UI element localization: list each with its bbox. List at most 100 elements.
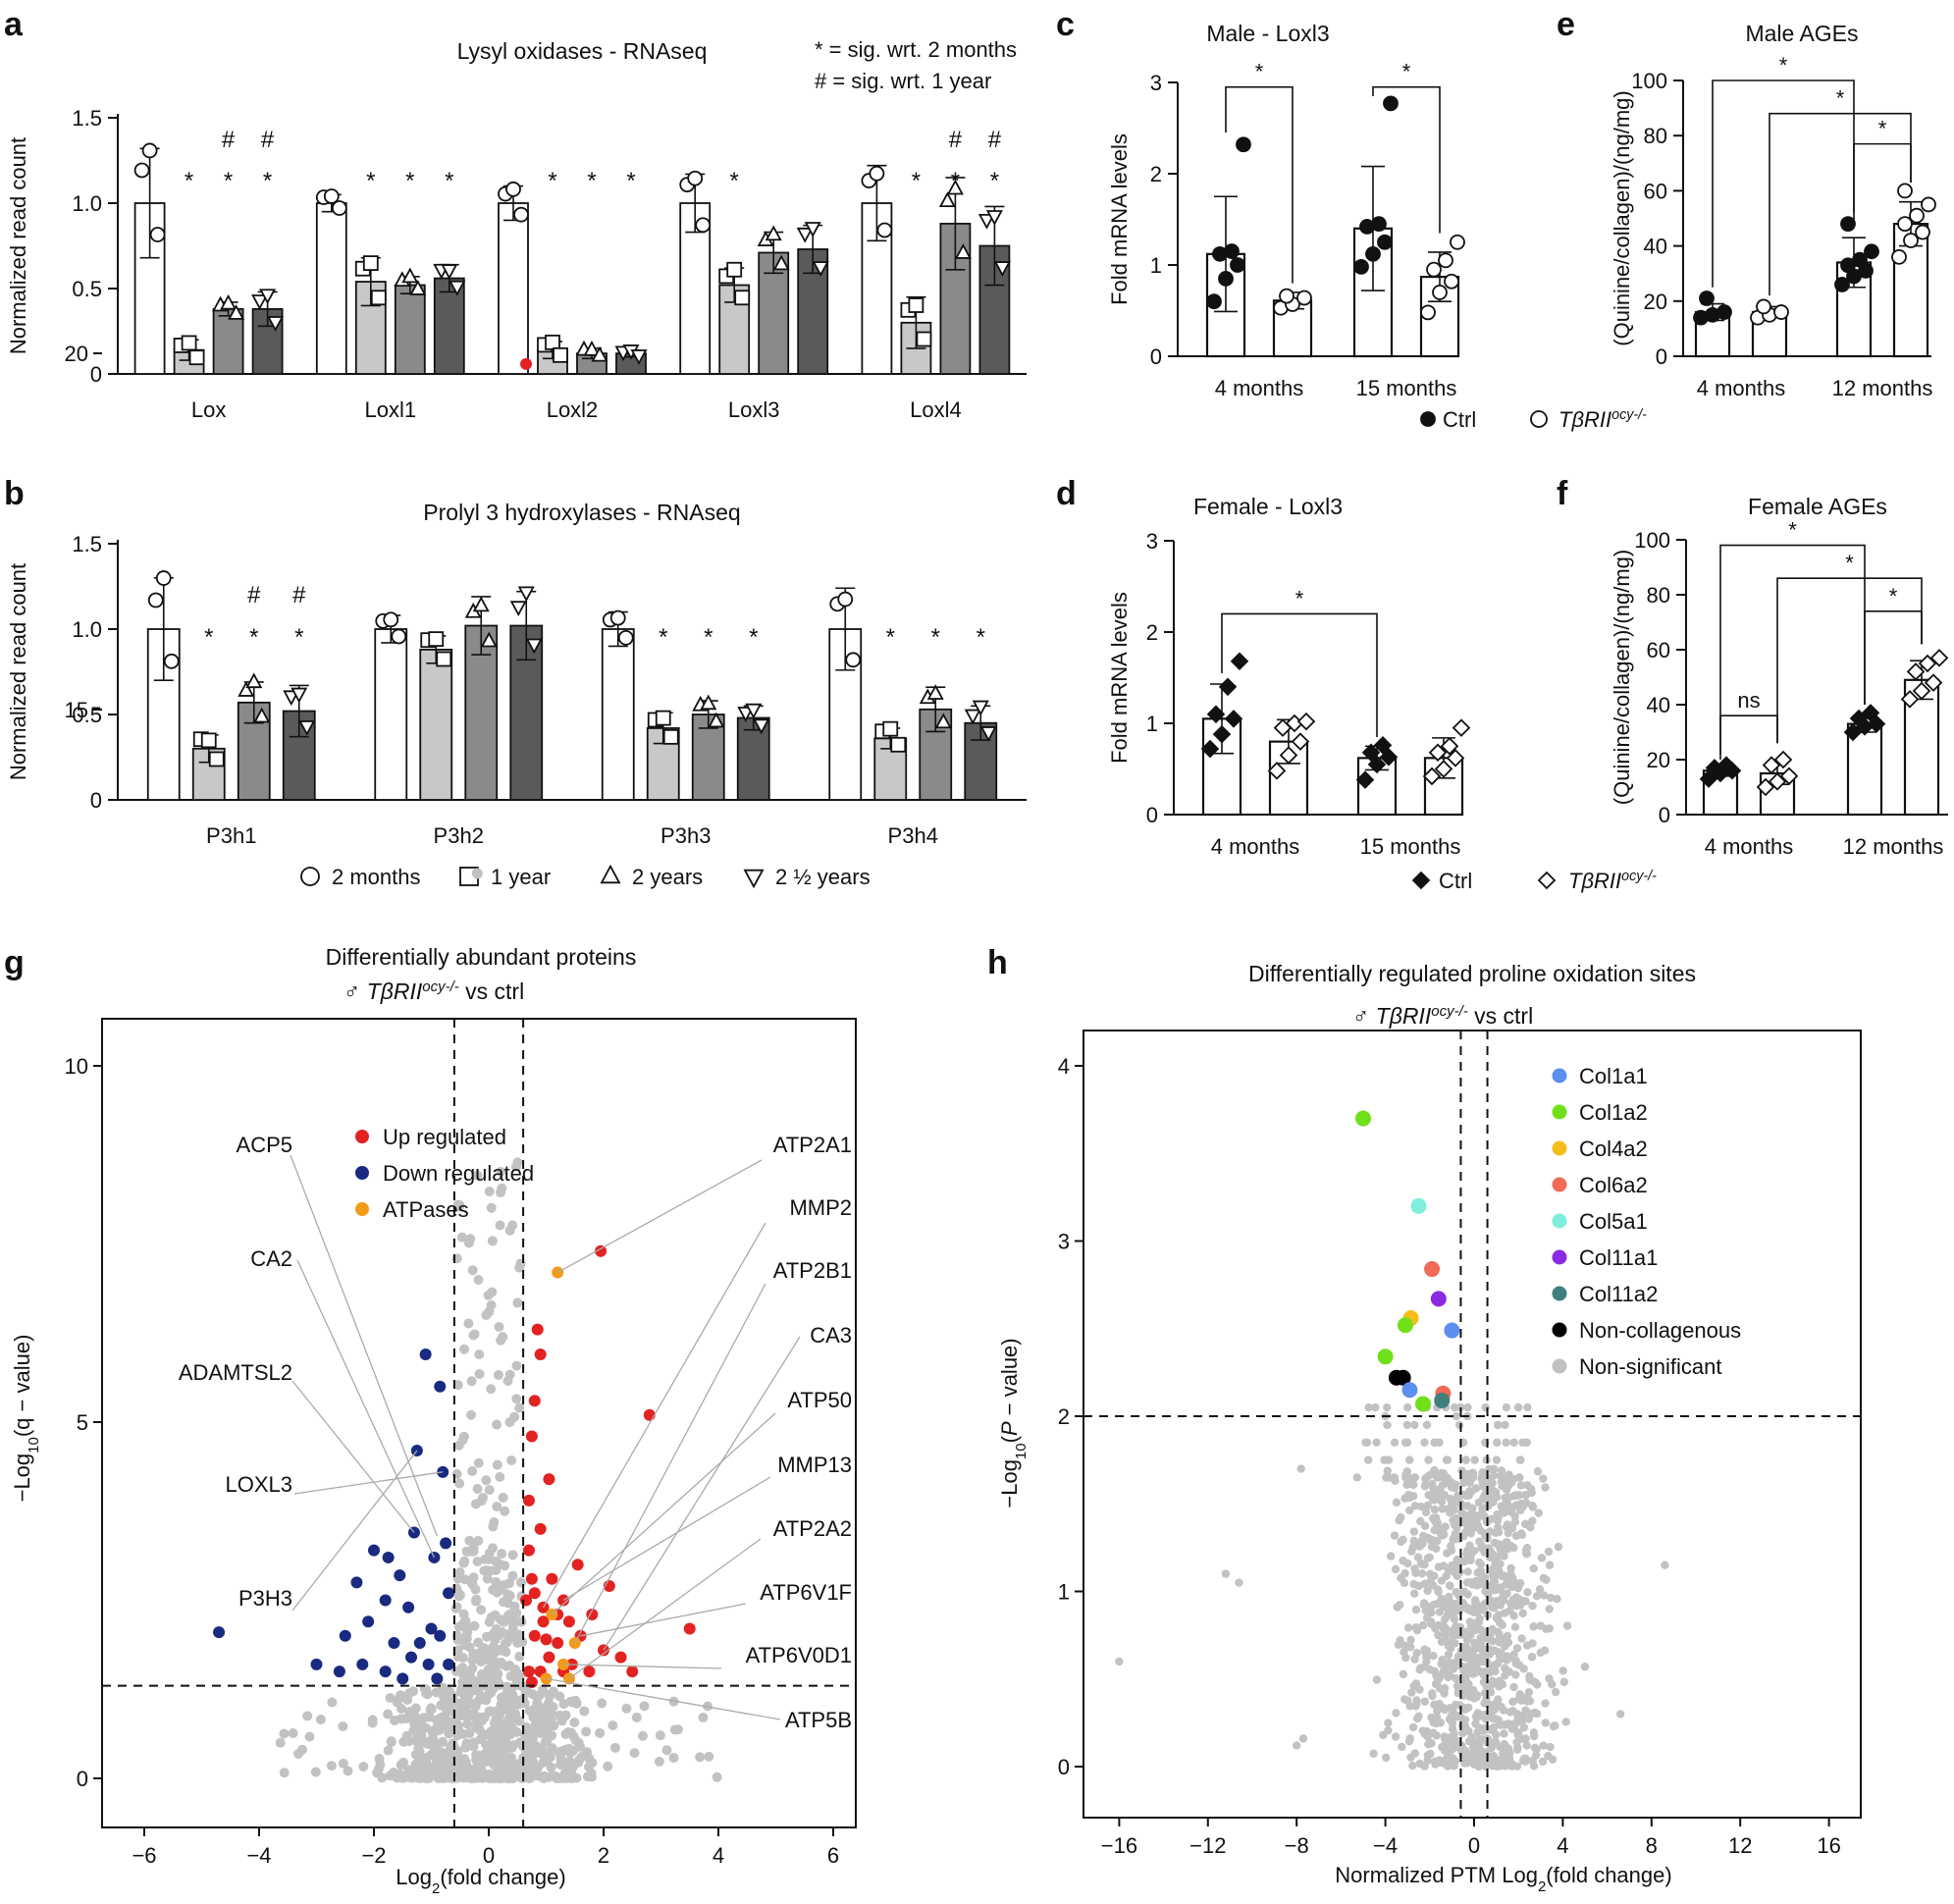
gray-point: [453, 1621, 464, 1632]
gray-point: [484, 1706, 495, 1717]
gray-point: [1492, 1455, 1502, 1464]
gray-point: [1487, 1743, 1497, 1753]
gray-point: [514, 1651, 525, 1662]
gray-point: [1488, 1496, 1498, 1506]
gray-point: [1505, 1470, 1513, 1479]
data-point: [181, 335, 197, 351]
leader-line: [563, 1664, 722, 1669]
gene-label: ATP2A1: [773, 1133, 852, 1157]
data-point: [954, 243, 972, 259]
down-point: [339, 1629, 351, 1642]
gray-point: [1392, 1709, 1400, 1718]
gray-point: [1416, 1502, 1426, 1511]
sig-hash: #: [949, 127, 963, 153]
data-point: [1897, 183, 1913, 199]
gray-point: [398, 1691, 409, 1702]
data-point: [708, 712, 725, 728]
gray-point: [1428, 1691, 1437, 1701]
gray-point: [1433, 1677, 1442, 1686]
gray-point: [1408, 1761, 1417, 1771]
data-point: [882, 720, 899, 737]
gray-point: [1463, 1472, 1472, 1481]
gray-point: [1409, 1527, 1418, 1536]
gray-point: [1481, 1587, 1490, 1596]
gray-point: [1476, 1638, 1486, 1648]
gray-point: [1437, 1468, 1446, 1478]
gray-point: [476, 1691, 487, 1702]
x-tick-label: 4: [1557, 1833, 1568, 1858]
data-point: [1420, 304, 1436, 321]
gene-label: P3H3: [238, 1586, 292, 1611]
sig-point: [1434, 1392, 1451, 1408]
gray-point: [502, 1743, 513, 1754]
gene-label: CA3: [810, 1323, 852, 1348]
legend-label-tbrii: TβRIIocy-/-: [1558, 407, 1647, 432]
data-point: [1924, 673, 1943, 692]
gray-point: [1462, 1578, 1472, 1587]
gray-point: [555, 1759, 566, 1770]
down-point: [388, 1637, 400, 1650]
gray-point: [1516, 1481, 1526, 1490]
gray-point: [453, 1201, 464, 1212]
gray-point: [481, 1739, 492, 1750]
gray-point: [1484, 1634, 1493, 1643]
gray-point: [498, 1767, 508, 1777]
data-point: [772, 254, 790, 271]
gray-point: [467, 1265, 478, 1276]
gray-point: [279, 1768, 290, 1778]
data-point: [753, 718, 770, 735]
gray-point: [1406, 1474, 1416, 1483]
category-label: 12 months: [1832, 376, 1933, 400]
up-point: [543, 1473, 555, 1486]
gray-point: [1446, 1627, 1454, 1636]
gray-point: [1458, 1509, 1468, 1519]
legend-label: Col6a2: [1579, 1173, 1648, 1197]
legend-marker: [1552, 1177, 1567, 1192]
gene-label: MMP2: [789, 1195, 852, 1220]
gray-point: [1515, 1473, 1524, 1482]
gray-point: [1502, 1402, 1511, 1412]
gray-point: [452, 1634, 463, 1645]
down-point: [356, 1658, 369, 1670]
gray-point: [492, 1419, 502, 1430]
gray-point: [1490, 1581, 1499, 1590]
gray-point: [1443, 1455, 1452, 1464]
gray-point: [1402, 1467, 1412, 1476]
data-point: [1716, 756, 1736, 774]
gray-point: [440, 1752, 450, 1763]
gray-point: [1470, 1752, 1480, 1762]
x-tick-label: −6: [132, 1843, 156, 1868]
data-point: [441, 264, 458, 280]
gray-point: [1538, 1757, 1548, 1767]
data-point: [383, 611, 399, 628]
data-point: [1355, 770, 1375, 789]
gray-point: [1500, 1729, 1508, 1738]
gray-point: [490, 1676, 501, 1687]
gray-point: [1488, 1478, 1497, 1488]
gray-point: [1497, 1551, 1505, 1560]
data-point: [323, 188, 340, 204]
gray-point: [1494, 1420, 1503, 1430]
data-point: [687, 170, 704, 186]
legend-marker: [600, 864, 621, 884]
legend-marker: [355, 1166, 369, 1180]
gray-point: [1478, 1468, 1487, 1477]
legend-marker: [1411, 871, 1431, 890]
legend-label: Col1a2: [1579, 1100, 1648, 1125]
gray-point: [1386, 1552, 1396, 1560]
gray-point: [1523, 1402, 1532, 1412]
gray-point: [1422, 1420, 1432, 1430]
y-tick-label: 0: [1150, 344, 1162, 369]
gray-point: [467, 1465, 478, 1476]
data-point: [545, 334, 560, 350]
gray-point: [507, 1570, 518, 1581]
x-tick-label: 0: [483, 1843, 495, 1868]
gray-point: [1390, 1438, 1399, 1447]
gray-point: [1540, 1646, 1550, 1655]
data-point: [926, 684, 944, 700]
legend-label-tbrii: TβRIIocy-/-: [1568, 869, 1657, 893]
gray-point: [488, 1584, 499, 1595]
data-point: [220, 293, 238, 310]
gray-point: [1383, 1402, 1392, 1412]
gray-point: [519, 1729, 530, 1740]
